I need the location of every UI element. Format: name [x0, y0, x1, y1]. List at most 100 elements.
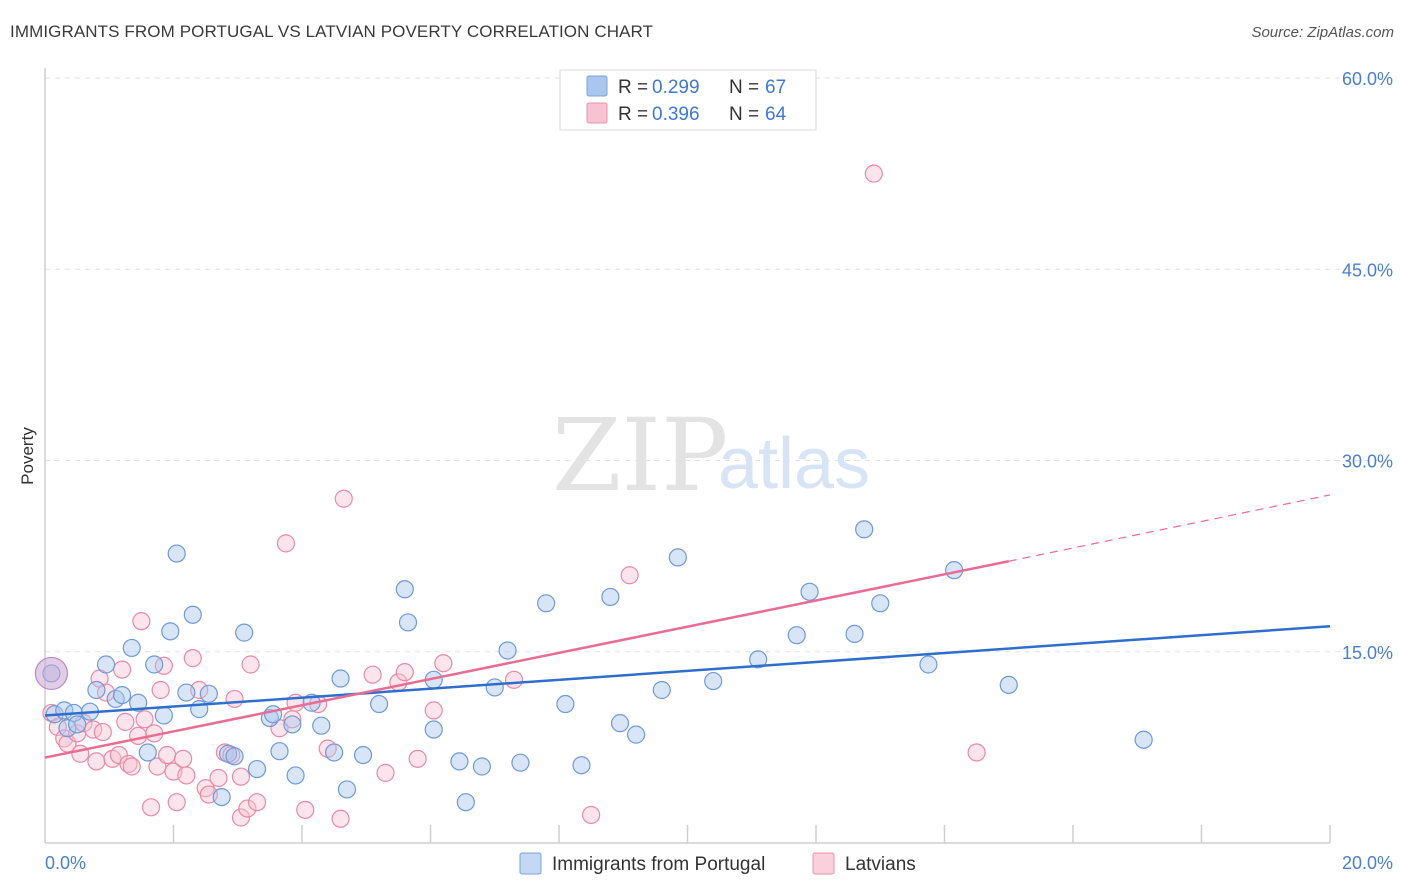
portugal-point [212, 787, 231, 807]
latvians-point [174, 749, 193, 768]
portugal-point [398, 613, 418, 632]
latvians-point [151, 680, 170, 700]
portugal-point [800, 582, 819, 601]
latvians-point [231, 767, 251, 786]
latvians-point [376, 763, 395, 782]
portugal-point [138, 743, 157, 762]
latvians-point [122, 757, 141, 776]
portugal-point [270, 742, 289, 761]
trend-line-latvians-extension [1008, 494, 1331, 562]
latvians-point [247, 793, 267, 812]
portugal-point [919, 655, 938, 674]
latvians-point [225, 689, 244, 709]
portugal-point [485, 678, 504, 697]
portugal-point [331, 669, 350, 688]
latvians-point [119, 754, 138, 774]
portugal-point [511, 753, 530, 772]
portugal-point [235, 623, 254, 642]
latvians-point [135, 710, 154, 729]
portugal-point [370, 694, 389, 714]
latvians-point [620, 566, 639, 585]
latvians-point [363, 665, 382, 684]
legend-series: Immigrants from Portugal Latvians [519, 852, 916, 875]
source-label: Source: ZipAtlas.com [1251, 24, 1394, 41]
portugal-point [122, 638, 141, 658]
portugal-point [999, 675, 1018, 695]
portugal-point [749, 650, 768, 669]
latvians-point [276, 534, 296, 553]
portugal-point [498, 641, 517, 660]
latvians-point [112, 660, 132, 679]
portugal-point [652, 680, 671, 700]
trend-lines [44, 494, 1331, 759]
latvians-point [93, 722, 112, 742]
latvians-point [71, 744, 90, 763]
latvians-point [183, 649, 202, 668]
portugal-point [424, 720, 443, 739]
portugal-point [337, 780, 357, 799]
latvians-point [504, 670, 524, 689]
grid-lines [45, 77, 1395, 653]
portugal-point [58, 719, 77, 738]
latvians-point [141, 798, 161, 817]
portugal-point [1134, 730, 1153, 749]
portugal-point [556, 694, 575, 714]
portugal-point [395, 580, 414, 599]
legend-r-value-latvians: 0.396 [652, 104, 700, 125]
latvians-point [967, 743, 986, 762]
latvians-point [231, 808, 251, 827]
latvians-point [177, 766, 196, 785]
series-portugal [34, 520, 1153, 812]
legend-r-value-portugal: 0.299 [652, 77, 700, 98]
y-axis-label: Poverty [18, 427, 37, 485]
latvians-point [157, 745, 177, 765]
portugal-point [312, 716, 331, 735]
latvians-point [129, 726, 148, 746]
portugal-point [472, 757, 491, 776]
latvians-point [167, 793, 186, 812]
legend-bottom-swatch-latvians [812, 852, 835, 875]
portugal-point [263, 705, 283, 724]
portugal-point [450, 752, 469, 771]
portugal-point [537, 594, 556, 613]
axes [44, 68, 1331, 844]
trend-line-portugal [44, 625, 1331, 717]
portugal-point [225, 747, 244, 766]
latvians-point [424, 701, 443, 720]
portugal-point [177, 683, 196, 702]
legend-r-label-latvians: R = [618, 104, 648, 125]
portugal-point [199, 684, 218, 703]
latvians-point [334, 489, 353, 508]
portugal-point [845, 624, 864, 644]
portugal-point [129, 693, 148, 712]
latvians-point [864, 164, 883, 183]
portugal-point [167, 544, 186, 563]
chart-title: IMMIGRANTS FROM PORTUGAL VS LATVIAN POVE… [10, 22, 654, 41]
x-tick-label: 0.0% [45, 853, 86, 873]
portugal-point [572, 756, 591, 775]
legend-n-label-portugal: N = [729, 77, 759, 98]
legend-bottom-swatch-portugal [519, 852, 542, 875]
portugal-point [283, 715, 302, 734]
portugal-point [154, 706, 173, 725]
portugal-point [353, 745, 373, 765]
latvians-point [154, 656, 173, 675]
portugal-point [601, 587, 620, 607]
legend-swatch-portugal [586, 75, 608, 97]
portugal-point [68, 715, 87, 734]
portugal-point [787, 626, 806, 645]
latvians-point [238, 799, 257, 818]
trend-line-latvians [44, 560, 1009, 759]
latvians-point [408, 749, 427, 768]
portugal-point [87, 680, 106, 700]
portugal-point [456, 793, 475, 812]
portugal-point [286, 766, 305, 785]
legend-r-label-portugal: R = [618, 77, 648, 98]
latvians-point [87, 752, 106, 771]
y-tick-label: 60.0% [1342, 69, 1393, 89]
watermark-zip: ZIP [552, 397, 728, 514]
legend-n-label-latvians: N = [729, 104, 759, 125]
portugal-point [871, 594, 890, 613]
portugal-point [325, 743, 344, 762]
